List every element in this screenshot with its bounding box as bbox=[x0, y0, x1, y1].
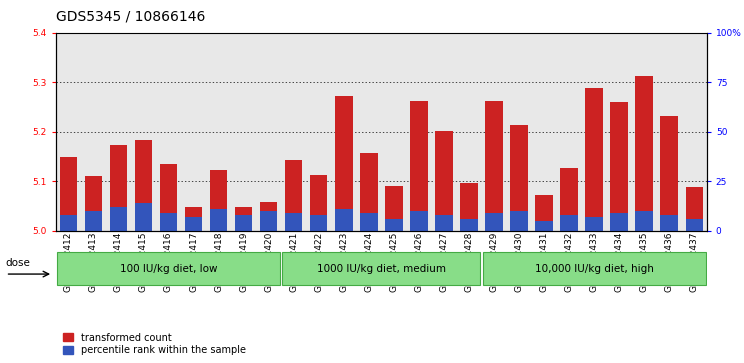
Bar bbox=[435, 215, 452, 231]
Bar bbox=[586, 217, 603, 231]
Bar bbox=[435, 131, 452, 231]
Bar bbox=[185, 217, 202, 231]
Bar bbox=[410, 101, 428, 231]
Bar bbox=[485, 101, 503, 231]
Bar bbox=[335, 96, 353, 231]
Bar bbox=[160, 213, 177, 231]
Bar bbox=[135, 203, 153, 231]
Bar bbox=[461, 219, 478, 231]
Bar bbox=[535, 195, 553, 231]
Bar bbox=[535, 221, 553, 231]
Bar bbox=[185, 207, 202, 231]
Bar bbox=[461, 183, 478, 231]
Bar bbox=[310, 175, 327, 231]
FancyBboxPatch shape bbox=[57, 252, 280, 285]
Bar bbox=[610, 102, 628, 231]
Bar bbox=[285, 160, 302, 231]
Bar bbox=[135, 139, 153, 231]
Bar bbox=[60, 157, 77, 231]
Bar bbox=[360, 213, 377, 231]
Bar bbox=[635, 211, 653, 231]
Bar bbox=[410, 211, 428, 231]
Text: dose: dose bbox=[6, 258, 31, 268]
Bar bbox=[385, 186, 403, 231]
FancyBboxPatch shape bbox=[283, 252, 480, 285]
Bar bbox=[560, 168, 578, 231]
Legend: transformed count, percentile rank within the sample: transformed count, percentile rank withi… bbox=[60, 329, 250, 359]
Bar bbox=[485, 213, 503, 231]
Bar bbox=[260, 202, 278, 231]
Bar bbox=[586, 87, 603, 231]
Bar bbox=[235, 207, 252, 231]
Bar bbox=[310, 215, 327, 231]
Bar bbox=[109, 207, 127, 231]
Text: 10,000 IU/kg diet, high: 10,000 IU/kg diet, high bbox=[535, 264, 653, 274]
Bar bbox=[661, 116, 678, 231]
Bar bbox=[60, 215, 77, 231]
FancyBboxPatch shape bbox=[483, 252, 705, 285]
Bar bbox=[260, 211, 278, 231]
Bar bbox=[85, 176, 102, 231]
Bar bbox=[160, 164, 177, 231]
Bar bbox=[685, 219, 703, 231]
Bar bbox=[335, 209, 353, 231]
Bar bbox=[360, 153, 377, 231]
Bar bbox=[510, 125, 527, 231]
Bar bbox=[285, 213, 302, 231]
Bar bbox=[85, 211, 102, 231]
Text: GDS5345 / 10866146: GDS5345 / 10866146 bbox=[56, 9, 205, 23]
Bar bbox=[109, 145, 127, 231]
Bar bbox=[510, 211, 527, 231]
Bar bbox=[385, 219, 403, 231]
Text: 1000 IU/kg diet, medium: 1000 IU/kg diet, medium bbox=[317, 264, 446, 274]
Bar bbox=[635, 76, 653, 231]
Text: 100 IU/kg diet, low: 100 IU/kg diet, low bbox=[120, 264, 217, 274]
Bar bbox=[210, 209, 228, 231]
Bar bbox=[210, 170, 228, 231]
Bar bbox=[610, 213, 628, 231]
Bar bbox=[560, 215, 578, 231]
Bar bbox=[661, 215, 678, 231]
Bar bbox=[685, 187, 703, 231]
Bar bbox=[235, 215, 252, 231]
